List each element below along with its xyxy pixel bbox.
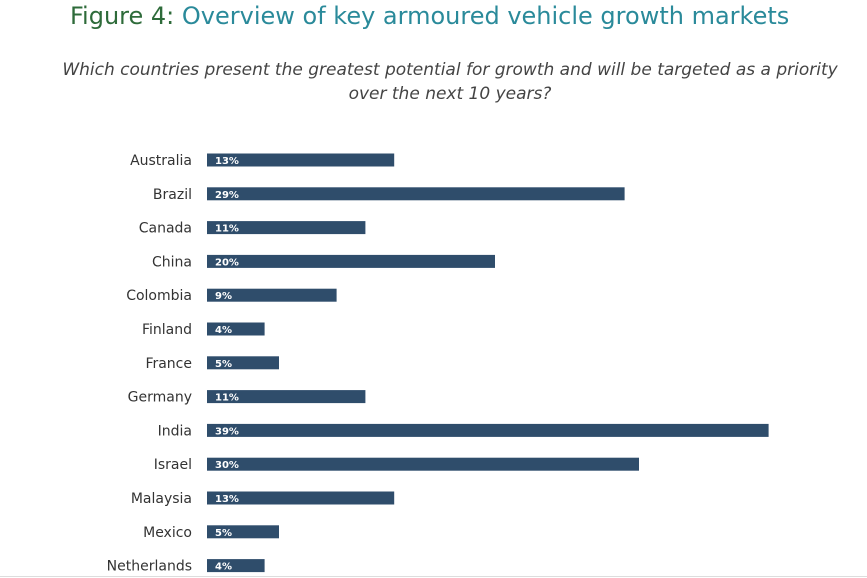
value-label: 5% <box>215 359 232 370</box>
value-label: 4% <box>215 562 232 573</box>
value-label: 30% <box>215 460 239 471</box>
chart-title: Figure 4: Overview of key armoured vehic… <box>70 2 789 30</box>
category-label: Israel <box>154 457 192 473</box>
bar <box>207 288 337 302</box>
bar <box>207 322 265 336</box>
category-label: Netherlands <box>107 559 192 575</box>
category-label: China <box>152 254 192 270</box>
category-label: Brazil <box>153 187 192 203</box>
figure-label: Figure 4: <box>70 2 175 30</box>
bottom-divider <box>0 576 867 577</box>
category-label: Colombia <box>126 288 192 304</box>
bar <box>207 187 625 201</box>
value-label: 9% <box>215 291 232 302</box>
category-label: Canada <box>139 221 192 237</box>
bar <box>207 525 279 539</box>
bar <box>207 457 639 471</box>
bar <box>207 491 395 505</box>
category-label: France <box>145 356 192 372</box>
category-label: India <box>158 423 192 439</box>
category-label: Mexico <box>143 525 192 541</box>
value-label: 29% <box>215 190 239 201</box>
bar <box>207 423 769 437</box>
bar <box>207 559 265 573</box>
category-label: Malaysia <box>131 491 192 507</box>
bar <box>207 221 366 235</box>
title-text: Overview of key armoured vehicle growth … <box>181 2 790 30</box>
value-label: 20% <box>215 257 239 268</box>
category-label: Australia <box>130 153 192 169</box>
bar <box>207 356 279 370</box>
value-label: 11% <box>215 393 239 404</box>
bar <box>207 153 395 167</box>
value-label: 13% <box>215 156 239 167</box>
value-label: 5% <box>215 528 232 539</box>
bar <box>207 390 366 404</box>
category-label: Germany <box>128 390 192 406</box>
chart-subtitle: Which countries present the greatest pot… <box>62 60 838 104</box>
value-label: 11% <box>215 224 239 235</box>
value-label: 13% <box>215 494 239 505</box>
category-label: Finland <box>142 322 192 338</box>
bar <box>207 254 495 268</box>
value-label: 39% <box>215 426 239 437</box>
value-label: 4% <box>215 325 232 336</box>
